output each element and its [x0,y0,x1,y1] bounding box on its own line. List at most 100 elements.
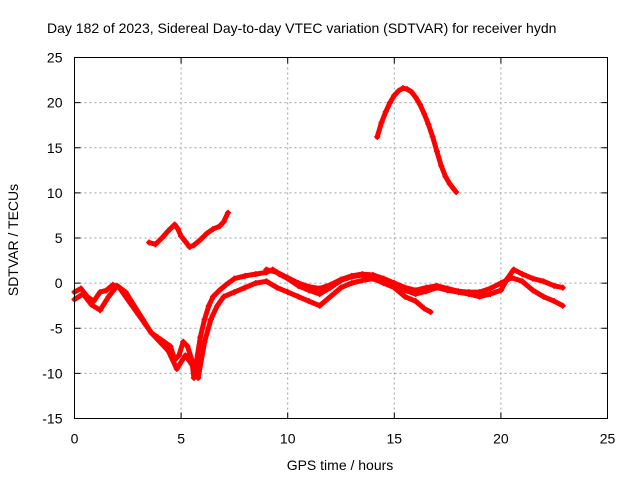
data-point [497,287,504,294]
data-point [453,188,460,195]
data-point [165,347,172,354]
data-point [252,280,259,287]
y-tick-label: 5 [55,230,63,246]
data-point [165,227,172,234]
data-point [348,280,355,287]
data-point [174,225,181,232]
data-point [497,280,504,287]
tick-labels: 0 5 10 15 20 25 -15 -10 -5 0 5 10 15 20 25 [42,50,615,447]
data-point [242,284,249,291]
data-point [263,266,270,273]
data-point [465,289,472,296]
series-trace-b [72,276,433,381]
data-point [210,225,217,232]
data-point [487,285,494,292]
x-tick-label: 5 [177,431,185,447]
data-point [442,173,449,180]
data-point [178,233,185,240]
data-point [173,365,180,372]
data-point [231,289,238,296]
data-point [455,288,462,295]
data-point [316,285,323,292]
data-point [171,221,178,228]
data-point [559,284,566,291]
data-point [510,266,517,273]
data-point [80,290,87,297]
data-point [186,244,193,251]
data-point [231,275,238,282]
data-point [252,271,259,278]
data-point [205,302,212,309]
data-point [404,86,411,93]
data-point [263,278,270,285]
data-point [122,289,129,296]
data-point [316,302,323,309]
data-point [190,242,197,249]
data-point [425,121,432,128]
data-point [395,87,402,94]
data-point [444,285,451,292]
data-point [306,283,313,290]
data-point [338,284,344,291]
data-point [103,287,110,294]
data-point [97,307,104,314]
data-point [529,287,536,294]
data-point [77,285,84,292]
x-tick-label: 0 [71,431,79,447]
data-point [551,282,558,289]
data-point [220,293,227,300]
x-tick-label: 15 [387,431,403,447]
data-point [551,298,558,305]
data-point [184,343,191,350]
data-point [438,162,445,169]
data-point [180,338,187,345]
data-point [274,284,281,291]
y-tick-label: 0 [55,275,63,291]
data-point [88,301,95,308]
data-point [433,282,440,289]
data-point [476,289,483,296]
data-point [214,302,221,309]
data-point [427,309,434,316]
data-point [146,239,153,246]
data-point [416,101,423,108]
data-point [210,293,217,300]
chart-title: Day 182 of 2023, Sidereal Day-to-day VTE… [47,20,556,36]
data-point [195,374,202,381]
data-point [408,88,415,95]
y-tick-label: 20 [47,95,63,111]
data-point [421,110,428,117]
data-point [391,280,398,287]
data-point [540,293,547,300]
data-point [327,281,334,288]
data-point [216,223,223,230]
data-point [197,236,204,243]
data-point [220,218,227,225]
x-tick-label: 20 [493,431,509,447]
data-point [391,92,398,99]
data-point [429,133,436,140]
data-point [540,278,547,285]
data-point [423,284,430,291]
data-point [188,361,195,368]
data-point [369,272,376,279]
data-point [446,180,453,187]
y-tick-label: -15 [42,411,62,427]
data-point [207,316,214,323]
data-point [295,293,302,300]
y-tick-label: -5 [50,320,63,336]
data-point [508,274,515,281]
series-trace-d [146,210,231,250]
data-point [412,94,419,101]
data-point [225,209,232,216]
data-point [242,272,249,279]
plot-area [71,85,566,381]
data-point [387,99,394,106]
data-point [216,287,223,294]
data-point [203,230,210,237]
plot-frame [74,57,608,419]
grid [74,57,608,419]
y-tick-label: -10 [42,365,62,381]
data-point [378,119,385,126]
